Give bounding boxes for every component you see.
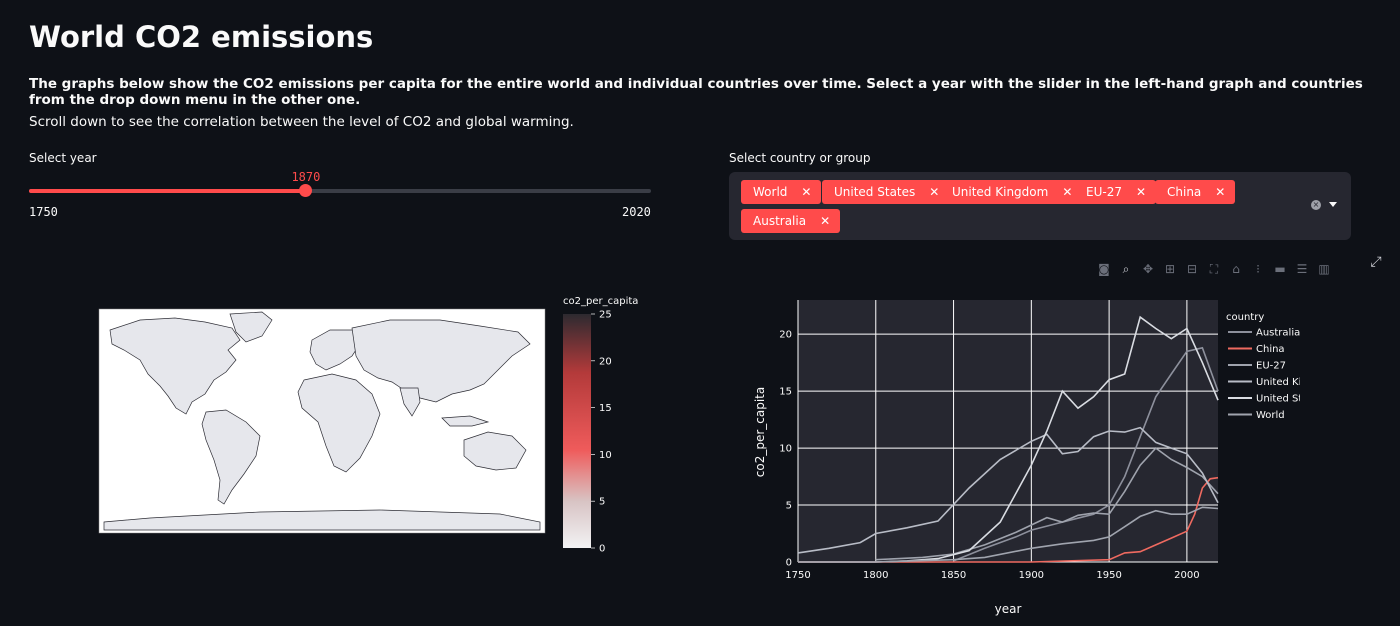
chip-label: EU-27 [1086, 185, 1122, 199]
chip-united-states[interactable]: United States ✕ [822, 180, 950, 204]
x-tick-label: 2000 [1174, 570, 1199, 581]
colorbar-tick-label: 10 [599, 450, 612, 461]
remove-icon[interactable]: ✕ [1135, 185, 1147, 199]
colorbar-tick-label: 0 [599, 544, 605, 555]
series-line-eu-27[interactable] [875, 447, 1219, 561]
zoom-in-icon[interactable]: ⊞ [1164, 262, 1176, 276]
colorbar-tick-label: 25 [599, 310, 612, 321]
series-line-united-states[interactable] [798, 315, 1219, 563]
legend-item-label[interactable]: United States [1256, 394, 1300, 405]
africa [297, 373, 381, 473]
series-lines [797, 315, 1219, 563]
plot-toolbar: ◙ ⌕ ✥ ⊞ ⊟ ⛶ ⌂ ⁝ ▬ ☰ ▥ [1093, 260, 1335, 278]
reset-axes-icon[interactable]: ⌂ [1232, 262, 1240, 276]
hover-compare-icon[interactable]: ☰ [1296, 262, 1308, 276]
country-multiselect[interactable]: World ✕ United States ✕ United Kingdom ✕ EU… [729, 172, 1351, 240]
legend: Australia China EU-27 United Kingdom United … [1228, 328, 1300, 421]
world-map[interactable]: co2_per_capita 0 5 10 15 20 25 [0, 290, 660, 560]
y-tick-label: 20 [779, 330, 792, 341]
zoom-out-icon[interactable]: ⊟ [1186, 262, 1198, 276]
continents [103, 311, 541, 531]
chip-eu-27[interactable]: EU-27 ✕ [1074, 180, 1157, 204]
chip-label: China [1167, 185, 1202, 199]
x-tick-label: 1800 [863, 570, 888, 581]
chip-china[interactable]: China ✕ [1155, 180, 1236, 204]
australia [463, 431, 527, 471]
colorbar-tick-label: 5 [599, 497, 605, 508]
south-america [201, 409, 261, 505]
chip-australia[interactable]: Australia ✕ [741, 209, 841, 233]
series-line-united-kingdom[interactable] [797, 426, 1219, 554]
slider-min-label: 1750 [29, 205, 58, 219]
hover-closest-icon[interactable]: ▬ [1274, 262, 1286, 276]
y-ticks: 0 5 10 15 20 [779, 330, 792, 569]
year-slider[interactable] [29, 189, 651, 193]
chip-label: United States [834, 185, 916, 199]
antarctica [103, 509, 541, 531]
remove-icon[interactable]: ✕ [1215, 185, 1226, 199]
chip-label: World [753, 185, 788, 199]
x-tick-label: 1950 [1096, 570, 1121, 581]
colorbar-tick-label: 20 [599, 356, 612, 367]
scroll-hint: Scroll down to see the correlation betwe… [29, 114, 574, 130]
x-axis-label: year [995, 602, 1022, 616]
y-axis-label: co2_per_capita [753, 387, 767, 477]
colorbar-tick-label: 15 [599, 403, 612, 414]
page-description: The graphs below show the CO2 emissions … [29, 76, 1363, 108]
remove-icon[interactable]: ✕ [820, 214, 831, 228]
asia [351, 319, 531, 403]
colorbar-title: co2_per_capita [563, 296, 638, 307]
autoscale-icon[interactable]: ⛶ [1209, 262, 1219, 276]
india [399, 387, 421, 417]
slider-label: Select year [29, 151, 97, 165]
indonesia [441, 415, 490, 427]
series-line-china[interactable] [798, 476, 1219, 563]
slider-thumb[interactable] [299, 184, 313, 197]
x-ticks: 1750 1800 1850 1900 1950 2000 [785, 570, 1199, 581]
x-tick-label: 1900 [1019, 570, 1044, 581]
y-tick-label: 10 [779, 444, 792, 455]
y-tick-label: 15 [779, 387, 792, 398]
greenland [229, 311, 273, 343]
colorbar [563, 314, 591, 548]
legend-item-label[interactable]: Australia [1256, 328, 1300, 339]
clear-all-icon[interactable]: × [1311, 200, 1321, 210]
legend-item-label[interactable]: EU-27 [1256, 361, 1286, 372]
chip-united-kingdom[interactable]: United Kingdom ✕ [940, 180, 1083, 204]
spike-lines-icon[interactable]: ⁝ [1256, 262, 1260, 276]
series-line-australia[interactable] [953, 346, 1219, 562]
chip-world[interactable]: World ✕ [741, 180, 822, 204]
fullscreen-icon[interactable]: ⤢ [1370, 254, 1382, 270]
y-tick-label: 5 [786, 501, 792, 512]
colorbar-ticks: 0 5 10 15 20 25 [591, 310, 612, 555]
remove-icon[interactable]: ✕ [1062, 185, 1073, 199]
map-border [98, 308, 546, 534]
slider-max-label: 2020 [622, 205, 651, 219]
line-chart[interactable]: 1750 1800 1850 1900 1950 2000 0 5 10 15 20 year c… [740, 290, 1300, 626]
page-title: World CO2 emissions [29, 20, 374, 54]
plot-area [798, 300, 1218, 562]
legend-item-label[interactable]: China [1256, 344, 1285, 355]
remove-icon[interactable]: ✕ [929, 185, 940, 199]
slider-value: 1870 [291, 170, 321, 184]
legend-title: country [1226, 312, 1264, 323]
chip-label: United Kingdom [952, 185, 1049, 199]
chevron-down-icon[interactable] [1329, 202, 1337, 207]
slider-fill [29, 189, 306, 193]
multiselect-label: Select country or group [729, 151, 871, 165]
x-tick-label: 1750 [785, 570, 810, 581]
pan-icon[interactable]: ✥ [1142, 262, 1154, 276]
legend-item-label[interactable]: United Kingdom [1256, 377, 1300, 388]
y-tick-label: 0 [786, 558, 792, 569]
europe [309, 329, 361, 371]
x-tick-label: 1850 [941, 570, 966, 581]
series-line-world[interactable] [798, 506, 1219, 563]
north-america [109, 317, 241, 415]
zoom-icon[interactable]: ⌕ [1122, 262, 1130, 276]
camera-icon[interactable]: ◙ [1098, 262, 1110, 276]
plotly-logo-icon[interactable]: ▥ [1318, 262, 1330, 276]
remove-icon[interactable]: ✕ [801, 185, 812, 199]
chip-label: Australia [753, 214, 807, 228]
legend-item-label[interactable]: World [1256, 410, 1285, 421]
